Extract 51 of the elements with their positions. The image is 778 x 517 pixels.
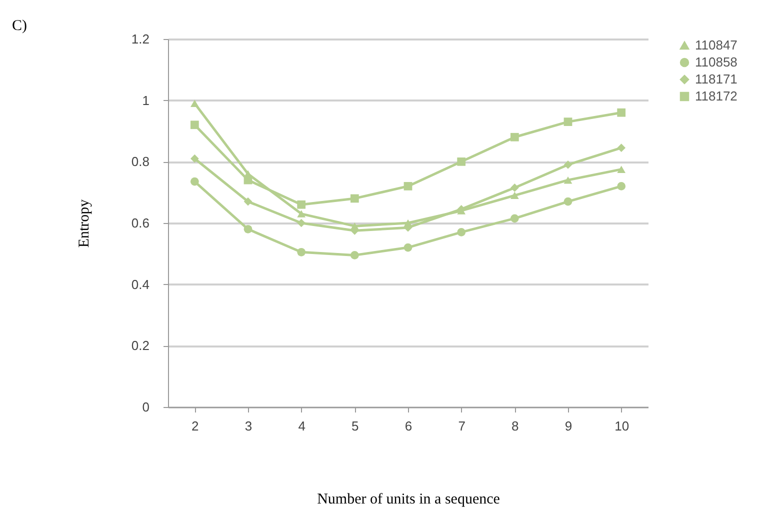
point	[457, 228, 466, 236]
point	[297, 200, 306, 209]
point	[510, 184, 519, 192]
x-tick-label: 7	[458, 418, 466, 434]
point	[617, 182, 626, 190]
x-tick-label: 10	[614, 418, 630, 434]
point	[457, 157, 466, 166]
point	[510, 214, 519, 223]
point	[510, 192, 519, 200]
point	[404, 182, 412, 190]
point	[617, 108, 626, 117]
x-tick-label: 4	[298, 418, 306, 434]
x-tick-label: 3	[244, 418, 252, 434]
x-tick-label: 9	[564, 418, 572, 434]
text: C)	[12, 18, 27, 35]
y-tick-label: 0	[142, 400, 150, 414]
point	[190, 100, 199, 108]
y-axis-title: Entropy	[76, 198, 92, 248]
point	[190, 154, 199, 163]
point	[190, 177, 199, 186]
point	[297, 210, 306, 218]
point	[350, 194, 359, 203]
point	[297, 218, 306, 228]
x-axis-title: Number of units in a sequence	[317, 492, 500, 508]
legend-label: 110858	[695, 54, 738, 70]
point	[190, 120, 199, 130]
point	[297, 248, 306, 256]
point	[564, 176, 572, 184]
legend-label: 118171	[695, 72, 738, 86]
point	[564, 197, 572, 206]
point	[617, 166, 626, 173]
point	[510, 132, 519, 142]
point	[617, 144, 626, 152]
point	[404, 243, 412, 252]
y-tick-label: 1	[142, 92, 150, 108]
y-tick-label: 0.2	[131, 338, 150, 354]
point	[350, 251, 359, 260]
x-tick-label: 8	[512, 418, 519, 434]
point	[244, 224, 252, 234]
legend-label: 110847	[695, 38, 738, 52]
x-tick-label: 6	[404, 418, 412, 434]
y-tick-label: 0.6	[131, 216, 150, 230]
y-tick-label: 0.4	[131, 276, 150, 292]
point	[564, 118, 572, 126]
y-tick-label: 1.2	[131, 32, 150, 46]
x-tick-label: 5	[352, 418, 359, 434]
legend-label: 118172	[695, 88, 738, 104]
y-tick-label: 0.8	[131, 154, 150, 170]
x-tick-label: 2	[192, 418, 199, 434]
point	[244, 197, 252, 206]
point	[564, 160, 572, 169]
